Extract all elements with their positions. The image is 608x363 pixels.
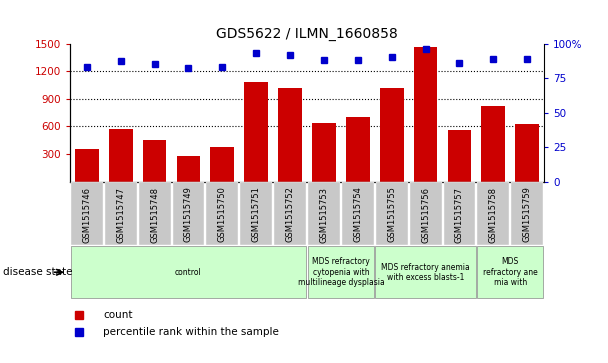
- Bar: [482, 106, 505, 182]
- Text: percentile rank within the sample: percentile rank within the sample: [103, 327, 279, 337]
- Bar: [380, 88, 404, 182]
- Bar: [139, 182, 170, 245]
- Bar: [477, 246, 544, 298]
- Text: GSM1515756: GSM1515756: [421, 187, 430, 242]
- Bar: [308, 246, 374, 298]
- Text: MDS
refractory ane
mia with: MDS refractory ane mia with: [483, 257, 537, 287]
- Text: MDS refractory
cytopenia with
multilineage dysplasia: MDS refractory cytopenia with multilinea…: [297, 257, 384, 287]
- Text: GSM1515747: GSM1515747: [116, 187, 125, 242]
- Text: GSM1515757: GSM1515757: [455, 187, 464, 242]
- Bar: [346, 117, 370, 182]
- Bar: [75, 149, 98, 182]
- Bar: [176, 156, 200, 182]
- Text: GSM1515748: GSM1515748: [150, 187, 159, 242]
- Bar: [173, 182, 204, 245]
- Bar: [278, 88, 302, 182]
- Bar: [71, 182, 103, 245]
- Text: control: control: [175, 268, 202, 277]
- Bar: [376, 246, 475, 298]
- Bar: [413, 47, 437, 182]
- Bar: [308, 182, 340, 245]
- Text: GSM1515759: GSM1515759: [523, 187, 532, 242]
- Bar: [511, 182, 543, 245]
- Text: GSM1515746: GSM1515746: [82, 187, 91, 242]
- Text: GSM1515752: GSM1515752: [286, 187, 295, 242]
- Bar: [447, 130, 471, 182]
- Bar: [477, 182, 510, 245]
- Bar: [105, 182, 137, 245]
- Text: GSM1515751: GSM1515751: [252, 187, 261, 242]
- Bar: [143, 140, 167, 182]
- Bar: [376, 182, 407, 245]
- Text: GSM1515755: GSM1515755: [387, 187, 396, 242]
- Bar: [207, 182, 238, 245]
- Text: GSM1515754: GSM1515754: [353, 187, 362, 242]
- Bar: [312, 123, 336, 182]
- Text: GSM1515750: GSM1515750: [218, 187, 227, 242]
- Bar: [244, 82, 268, 182]
- Bar: [210, 147, 234, 182]
- Text: MDS refractory anemia
with excess blasts-1: MDS refractory anemia with excess blasts…: [381, 262, 470, 282]
- Text: disease state: disease state: [3, 267, 72, 277]
- Bar: [240, 182, 272, 245]
- Text: count: count: [103, 310, 133, 320]
- Title: GDS5622 / ILMN_1660858: GDS5622 / ILMN_1660858: [216, 27, 398, 41]
- Bar: [274, 182, 306, 245]
- Text: GSM1515758: GSM1515758: [489, 187, 498, 242]
- Bar: [342, 182, 374, 245]
- Text: GSM1515753: GSM1515753: [319, 187, 328, 242]
- Bar: [109, 129, 133, 182]
- Text: GSM1515749: GSM1515749: [184, 187, 193, 242]
- Bar: [71, 246, 306, 298]
- Bar: [516, 125, 539, 182]
- Bar: [444, 182, 475, 245]
- Bar: [410, 182, 441, 245]
